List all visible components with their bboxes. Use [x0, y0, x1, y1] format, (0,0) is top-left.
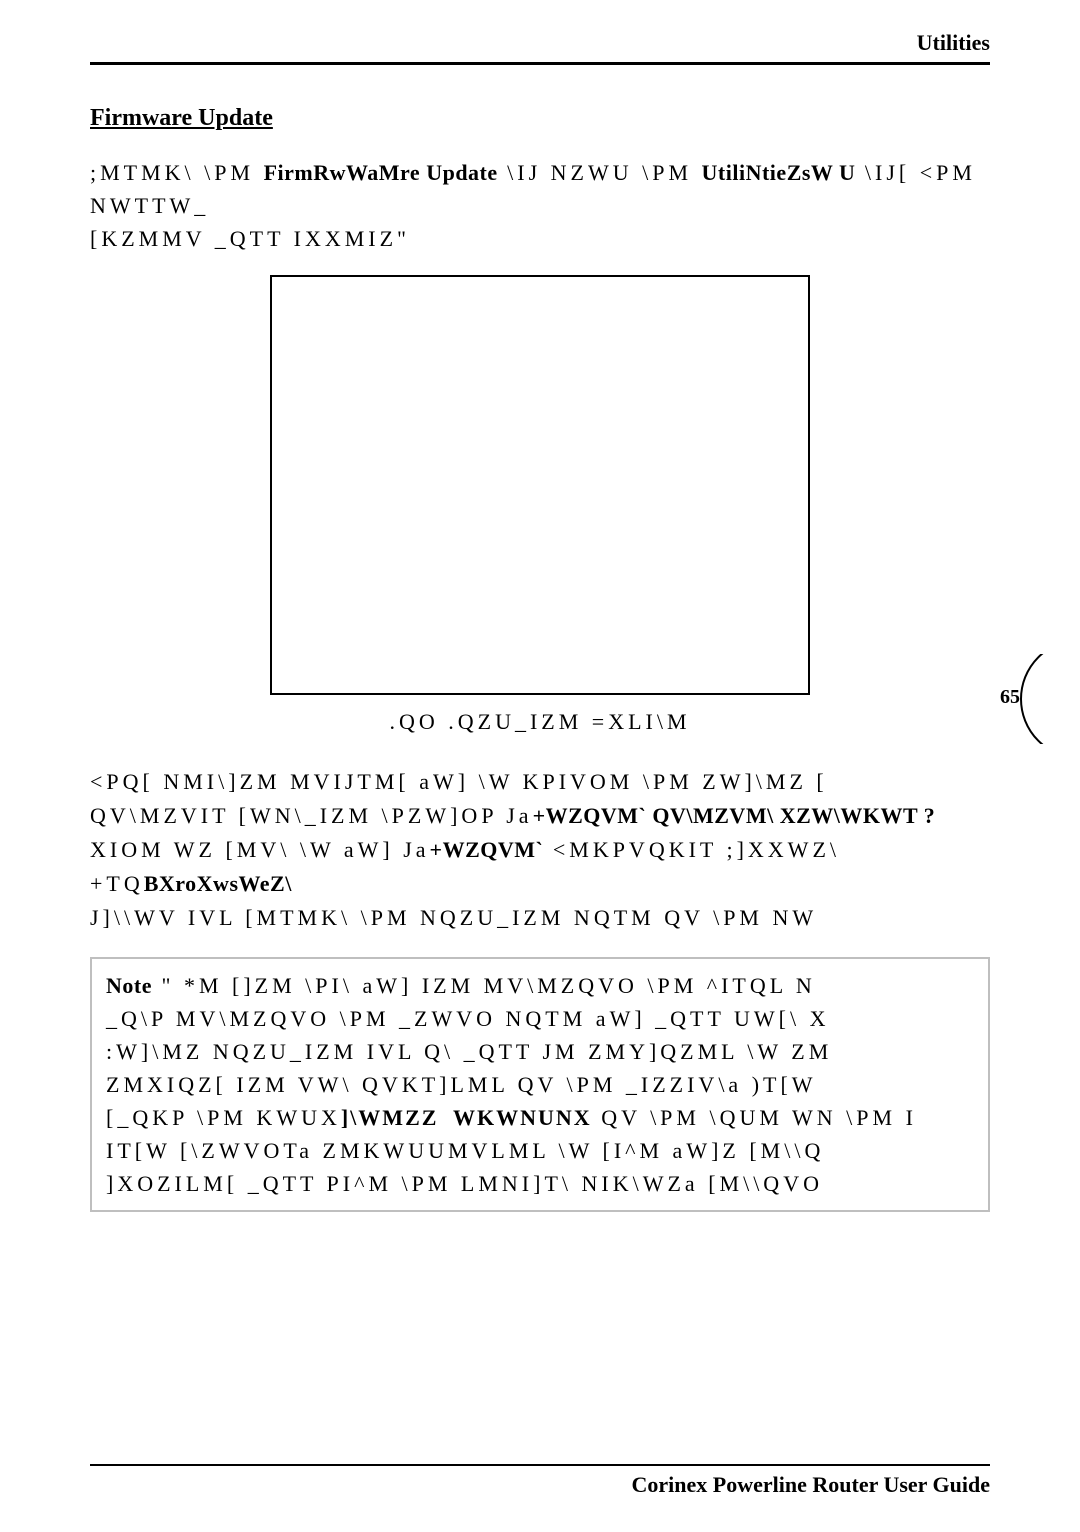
intro-mid-1: \IJ NZWU \PM — [498, 160, 702, 185]
note-l2: _Q\P MV\MZQVO \PM _ZWVO NQTM aW] _QTT UW… — [106, 1006, 830, 1031]
page-number: 65 — [1000, 686, 1020, 709]
note-l7: ]XOZILM[ _QTT PI^M \PM LMNI]T\ NIK\WZa [… — [106, 1171, 823, 1196]
body-l2b: XIOM WZ [MV\ \W aW] Ja — [90, 837, 430, 862]
section-title: Firmware Update — [90, 105, 990, 132]
note-l5a: [_QKP \PM KWUX — [106, 1105, 341, 1130]
body-l2c: +WZQVM` — [430, 837, 544, 862]
intro-paragraph: ;MTMK\ \PM FirmRwWaMre Update \IJ NZWU \… — [90, 156, 990, 255]
note-box: Note " *M []ZM \PI\ aW] IZM MV\MZQVO \PM… — [90, 957, 990, 1212]
intro-lead: ;MTMK\ \PM — [90, 160, 264, 185]
intro-line-2: [KZMMV _QTT IXXMIZ" — [90, 226, 410, 251]
body-l3: J]\\WV IVL [MTMK\ \PM NQZU_IZM NQTM QV \… — [90, 905, 817, 930]
body-l2a-bold: QV\MZVIT [WN\_IZM \PZW]OP Ja — [90, 803, 533, 828]
footer-title: Corinex Powerline Router User Guide — [90, 1472, 990, 1498]
body-paragraph: <PQ[ NMI\]ZM MVIJTM[ aW] \W KPIVOM \PM Z… — [90, 765, 990, 935]
body-l2a: +WZQVM` QV\MZVM\ XZW\WKWT ? — [533, 803, 936, 828]
body-l2e: BXroXwsWeZ\ — [144, 871, 292, 896]
intro-bold-2: UtiliNtieZsW U — [702, 160, 856, 185]
body-l1: <PQ[ NMI\]ZM MVIJTM[ aW] \W KPIVOM \PM Z… — [90, 769, 828, 794]
figure-caption: .QO .QZU_IZM =XLI\M — [90, 709, 990, 735]
page-number-badge: 65 — [990, 654, 1080, 744]
footer-rule — [90, 1464, 990, 1466]
note-l3: :W]\MZ NQZU_IZM IVL Q\ _QTT JM ZMY]QZML … — [106, 1039, 832, 1064]
intro-bold-1: FirmRwWaMre Update — [264, 160, 498, 185]
page-badge-circle — [1020, 654, 1080, 744]
note-label: Note — [106, 973, 152, 998]
header-title: Utilities — [90, 30, 990, 60]
note-l1: " *M []ZM \PI\ aW] IZM MV\MZQVO \PM ^ITQ… — [152, 973, 816, 998]
note-l6: IT[W [\ZWVOTa ZMKWUUMVLML \W [I^M aW]Z [… — [106, 1138, 824, 1163]
note-l4: ZMXIQZ[ IZM VW\ QVKT]LML QV \PM _IZZIV\a… — [106, 1072, 817, 1097]
figure-placeholder — [270, 275, 810, 695]
note-l5c: QV \PM \QUM WN \PM I — [592, 1105, 917, 1130]
note-l5b: ]\WMZZ WKWNUNX — [341, 1105, 592, 1130]
